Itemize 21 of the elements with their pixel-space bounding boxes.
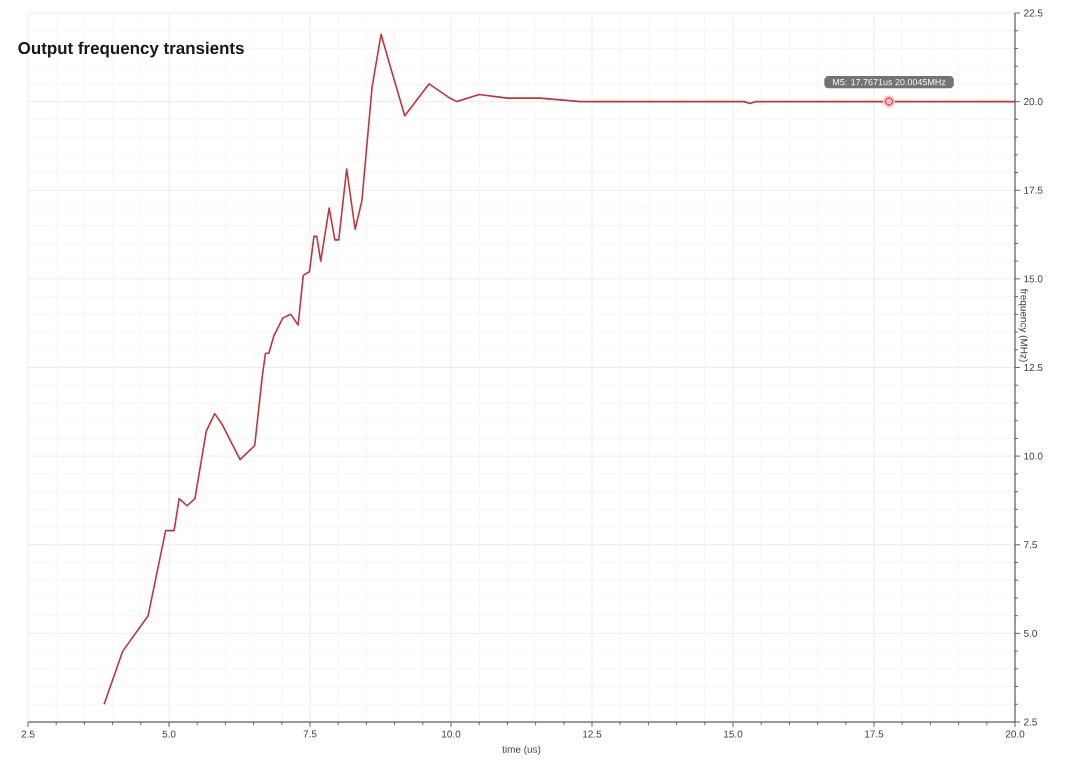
y-tick-label: 10.0 xyxy=(1024,452,1043,460)
y-tick-label: 5.0 xyxy=(1023,629,1037,637)
y-tick-label: 2.5 xyxy=(1024,718,1037,726)
y-tick-label: 17.5 xyxy=(1024,186,1043,194)
y-tick-label: 22.5 xyxy=(1024,9,1043,17)
x-tick-label: 5.0 xyxy=(162,730,176,738)
x-tick-label: 15.0 xyxy=(724,730,743,738)
x-tick-label: 20.0 xyxy=(1005,730,1025,738)
x-tick-label: 10.0 xyxy=(442,730,461,738)
x-tick-label: 7.5 xyxy=(303,730,317,738)
y-tick-label: 15.0 xyxy=(1024,275,1043,283)
y-tick-label: 20.0 xyxy=(1024,98,1043,106)
annotation: M5: 17.7671us 20.0045MHz xyxy=(833,78,946,86)
x-axis-title: time (us) xyxy=(502,745,541,755)
x-tick-label: 12.5 xyxy=(583,730,602,738)
y-axis-title: frequency (MHz) xyxy=(1018,288,1028,362)
x-tick-label: 17.5 xyxy=(865,730,884,738)
y-tick-label: 7.5 xyxy=(1024,541,1037,549)
text: Output frequency transients xyxy=(18,41,244,58)
y-tick-label: 12.5 xyxy=(1024,363,1043,372)
x-tick-label: 2.5 xyxy=(21,730,35,738)
